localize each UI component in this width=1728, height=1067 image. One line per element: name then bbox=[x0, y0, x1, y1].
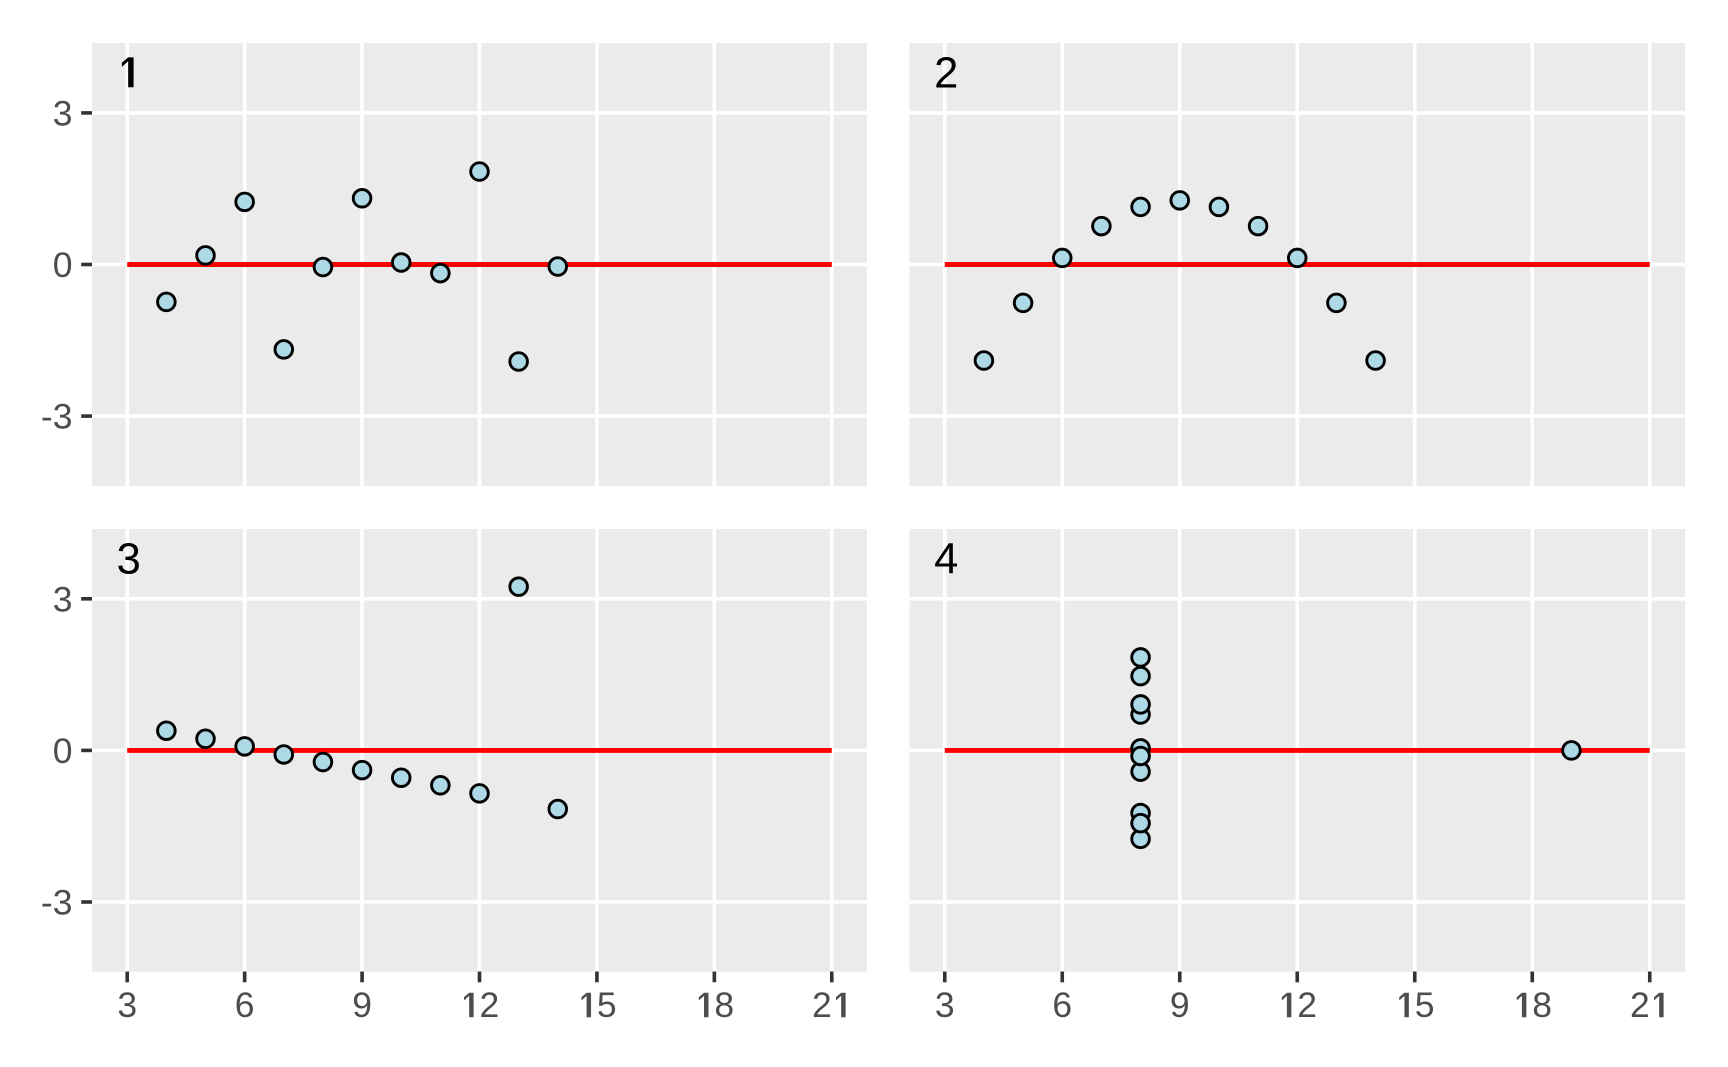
svg-text:8: 8 bbox=[714, 985, 734, 1025]
svg-text:6: 6 bbox=[235, 985, 255, 1025]
svg-text:3: 3 bbox=[117, 985, 137, 1025]
svg-text:2: 2 bbox=[479, 985, 499, 1025]
svg-text:8: 8 bbox=[1532, 985, 1552, 1025]
svg-text:9: 9 bbox=[1170, 985, 1190, 1025]
svg-text:-3: -3 bbox=[41, 397, 73, 437]
svg-text:6: 6 bbox=[1052, 985, 1072, 1025]
svg-text:2: 2 bbox=[812, 985, 832, 1025]
svg-text:0: 0 bbox=[53, 245, 73, 285]
svg-text:3: 3 bbox=[53, 579, 73, 619]
svg-text:4: 4 bbox=[934, 535, 958, 583]
svg-text:0: 0 bbox=[53, 731, 73, 771]
svg-text:-3: -3 bbox=[41, 883, 73, 923]
svg-text:2: 2 bbox=[1630, 985, 1650, 1025]
svg-text:9: 9 bbox=[352, 985, 372, 1025]
svg-text:5: 5 bbox=[597, 985, 617, 1025]
svg-text:3: 3 bbox=[935, 985, 955, 1025]
svg-text:3: 3 bbox=[53, 94, 73, 134]
svg-text:2: 2 bbox=[1297, 985, 1317, 1025]
svg-text:5: 5 bbox=[1415, 985, 1435, 1025]
svg-text:2: 2 bbox=[934, 49, 958, 97]
svg-text:3: 3 bbox=[117, 535, 141, 583]
